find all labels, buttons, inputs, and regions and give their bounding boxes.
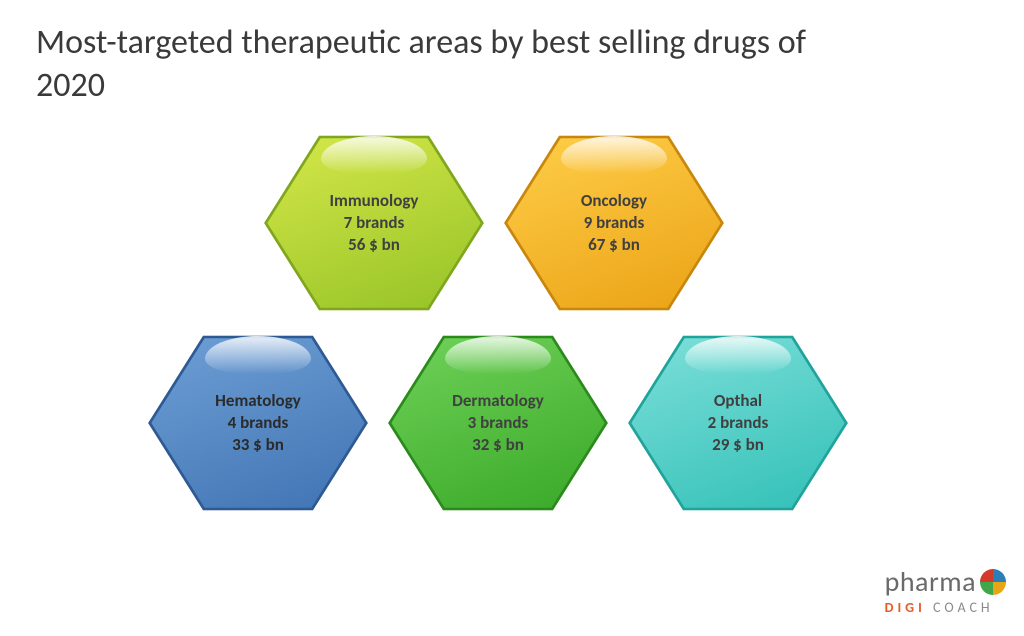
hex-label: Dermatology3 brands32 $ bn (452, 390, 544, 456)
hex-hematology: Hematology4 brands33 $ bn (148, 328, 368, 518)
logo-ball-q-bl (980, 582, 993, 595)
page-title: Most-targeted therapeutic areas by best … (36, 22, 816, 107)
logo-ball-q-tr (993, 569, 1006, 582)
logo-text-digi: DIGI (885, 599, 926, 616)
brand-logo: pharma DIGI COACH (885, 564, 1006, 616)
hex-area-name: Dermatology (452, 390, 544, 412)
hex-brands-line: 4 brands (215, 412, 301, 434)
logo-text-pharma: pharma (885, 564, 976, 599)
hex-area-name: Opthal (708, 390, 769, 412)
hex-value-line: 33 $ bn (215, 434, 301, 456)
logo-text-coach: COACH (933, 599, 994, 616)
logo-ball-q-br (993, 582, 1006, 595)
hex-value-line: 29 $ bn (708, 434, 769, 456)
hex-brands-line: 2 brands (708, 412, 769, 434)
logo-top-row: pharma (885, 564, 1006, 599)
logo-ball-q-tl (980, 569, 993, 582)
hex-oncology: Oncology9 brands67 $ bn (504, 128, 724, 318)
hex-label: Immunology7 brands56 $ bn (329, 190, 418, 256)
hex-value-line: 56 $ bn (329, 234, 418, 256)
hex-label: Opthal2 brands29 $ bn (708, 390, 769, 456)
logo-bottom-row: DIGI COACH (885, 599, 1006, 616)
hex-area-name: Immunology (329, 190, 418, 212)
hex-label: Oncology9 brands67 $ bn (581, 190, 647, 256)
hex-value-line: 32 $ bn (452, 434, 544, 456)
hex-opthal: Opthal2 brands29 $ bn (628, 328, 848, 518)
hex-brands-line: 7 brands (329, 212, 418, 234)
hex-dermatology: Dermatology3 brands32 $ bn (388, 328, 608, 518)
hex-immunology: Immunology7 brands56 $ bn (264, 128, 484, 318)
hex-value-line: 67 $ bn (581, 234, 647, 256)
hex-area-name: Hematology (215, 390, 301, 412)
hex-brands-line: 3 brands (452, 412, 544, 434)
hex-area-name: Oncology (581, 190, 647, 212)
hex-brands-line: 9 brands (581, 212, 647, 234)
logo-ball-icon (980, 569, 1006, 595)
hex-label: Hematology4 brands33 $ bn (215, 390, 301, 456)
